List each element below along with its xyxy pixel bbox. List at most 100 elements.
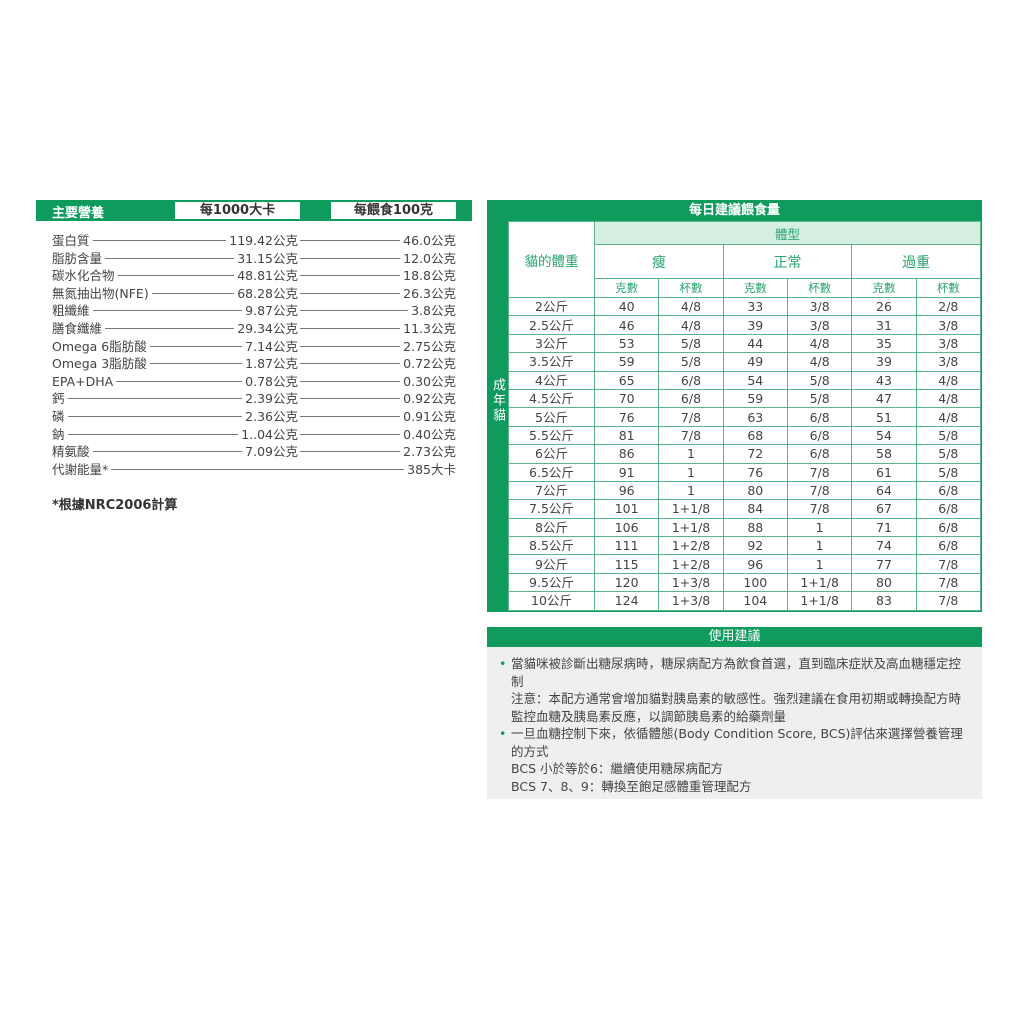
table-row: 7公斤 96 1 80 7/8 64 6/8	[508, 480, 982, 501]
feeding-cell: 54	[722, 370, 788, 390]
value-per-100g: 12.0公克	[400, 249, 456, 267]
value-per-100g: 385大卡	[404, 460, 456, 478]
feeding-cell: 1	[658, 444, 724, 464]
value-per-100g: 0.91公克	[400, 408, 456, 425]
leader-line	[300, 451, 456, 453]
feeding-cell: 3/8	[915, 315, 982, 335]
feeding-cell: 7/8	[915, 591, 982, 611]
cat-weight: 9公斤	[508, 554, 595, 574]
feeding-cell: 6/8	[915, 536, 982, 556]
usage-note: 注意：本配方通常會增加貓對胰島素的敏感性。強烈建議在食用初期或轉換配方時監控血糖…	[511, 691, 962, 724]
value-per-1000kcal: 48.81公克	[234, 267, 298, 285]
usage-list: 當貓咪被診斷出糖尿病時，糖尿病配方為飲食首選，直到臨床症狀及高血糖穩定控制注意：…	[487, 647, 982, 795]
feeding-cell: 1+2/8	[658, 536, 724, 556]
feeding-cell: 61	[851, 462, 917, 482]
value-per-100g: 46.0公克	[400, 232, 456, 249]
body-type-header: 體型	[594, 221, 981, 245]
cups-header: 杯數	[658, 278, 724, 298]
feeding-cell: 54	[851, 425, 917, 446]
feeding-cell: 4/8	[915, 370, 982, 390]
feeding-cell: 96	[593, 480, 660, 501]
feeding-cell: 58	[851, 444, 917, 464]
feeding-cell: 91	[593, 462, 660, 482]
value-per-1000kcal: 2.39公克	[242, 390, 298, 408]
usage-note: BCS 小於等於6：繼續使用糖尿病配方	[511, 761, 723, 776]
feeding-cell: 59	[593, 352, 660, 372]
nutrient-name: 膳食纖維	[52, 320, 106, 337]
cat-weight: 5公斤	[508, 407, 595, 427]
usage-panel: 使用建議 當貓咪被診斷出糖尿病時，糖尿病配方為飲食首選，直到臨床症狀及高血糖穩定…	[487, 627, 982, 799]
nutrient-row: Omega 3脂肪酸 1.87公克 0.72公克	[52, 355, 456, 373]
leader-line	[52, 310, 298, 312]
feeding-cell: 100	[722, 572, 788, 593]
feeding-cell: 47	[851, 388, 917, 409]
table-row: 8.5公斤 111 1+2/8 92 1 74 6/8	[508, 536, 982, 556]
feeding-cell: 115	[593, 554, 660, 574]
feeding-table: 貓的體重 體型 瘦 正常 過重 克數 杯數 克數 杯數 克數 杯數 2公斤 40 4/8 3…	[508, 221, 982, 611]
feeding-cell: 1+3/8	[658, 591, 724, 611]
feeding-cell: 104	[722, 591, 788, 611]
feeding-cell: 101	[593, 499, 660, 519]
nutrient-name: 無氮抽出物(NFE)	[52, 284, 152, 302]
value-per-100g: 2.73公克	[400, 443, 456, 461]
feeding-title: 每日建議餵食量	[688, 203, 780, 218]
cat-weight: 3.5公斤	[508, 352, 595, 372]
feeding-cell: 63	[722, 407, 788, 427]
feeding-cell: 4/8	[658, 315, 724, 335]
leader-line	[300, 380, 456, 382]
nutrient-name: 碳水化合物	[52, 267, 118, 285]
feeding-cell: 76	[593, 407, 660, 427]
table-row: 4公斤 65 6/8 54 5/8 43 4/8	[508, 370, 982, 390]
feeding-cell: 59	[722, 388, 788, 409]
cat-weight: 10公斤	[508, 591, 595, 611]
feeding-cell: 1	[786, 554, 853, 574]
usage-title: 使用建議	[487, 627, 982, 647]
feeding-cell: 3/8	[786, 296, 853, 317]
type-thin: 瘦	[594, 244, 724, 279]
value-per-100g: 0.92公克	[400, 390, 456, 408]
value-per-100g: 0.40公克	[400, 425, 456, 443]
feeding-cell: 6/8	[786, 425, 853, 446]
feeding-cell: 5/8	[915, 462, 982, 482]
leader-line	[300, 363, 456, 365]
feeding-cell: 67	[851, 499, 917, 519]
grams-header: 克數	[851, 278, 917, 298]
value-per-100g: 11.3公克	[400, 320, 456, 337]
feeding-cell: 39	[851, 352, 917, 372]
nutrient-name: 鈉	[52, 425, 68, 443]
feeding-cell: 44	[722, 333, 788, 354]
cat-weight: 9.5公斤	[508, 572, 595, 593]
feeding-cell: 6/8	[786, 444, 853, 464]
cups-header: 杯數	[786, 278, 853, 298]
nutrient-name: 脂肪含量	[52, 249, 106, 267]
leader-line	[300, 240, 456, 241]
feeding-cell: 49	[722, 352, 788, 372]
feeding-cell: 4/8	[786, 352, 853, 372]
table-row: 5公斤 76 7/8 63 6/8 51 4/8	[508, 407, 982, 427]
feeding-cell: 31	[851, 315, 917, 335]
nutrient-name: Omega 3脂肪酸	[52, 355, 150, 373]
feeding-cell: 5/8	[658, 352, 724, 372]
leader-line	[52, 451, 298, 453]
table-row: 10公斤 124 1+3/8 104 1+1/8 83 7/8	[508, 591, 982, 611]
leader-line	[52, 363, 298, 365]
feeding-cell: 1+1/8	[786, 572, 853, 593]
feeding-cell: 76	[722, 462, 788, 482]
feeding-cell: 4/8	[786, 333, 853, 354]
table-row: 6.5公斤 91 1 76 7/8 61 5/8	[508, 462, 982, 482]
nutrient-row: 蛋白質 119.42公克 46.0公克	[52, 232, 456, 249]
feeding-cell: 80	[722, 480, 788, 501]
nutrient-name: 磷	[52, 408, 68, 425]
nutrition-header: 主要營養 每1000大卡 每餵食100克	[36, 200, 472, 221]
cat-weight: 8.5公斤	[508, 536, 595, 556]
cat-weight: 4公斤	[508, 370, 595, 390]
feeding-cell: 106	[593, 517, 660, 538]
feeding-cell: 6/8	[915, 480, 982, 501]
cat-weight: 2公斤	[508, 296, 595, 317]
type-overweight: 過重	[851, 244, 981, 279]
leader-line	[52, 328, 298, 329]
feeding-cell: 3/8	[786, 315, 853, 335]
grams-header: 克數	[593, 278, 660, 298]
cat-weight: 7.5公斤	[508, 499, 595, 519]
leader-line	[52, 398, 298, 400]
